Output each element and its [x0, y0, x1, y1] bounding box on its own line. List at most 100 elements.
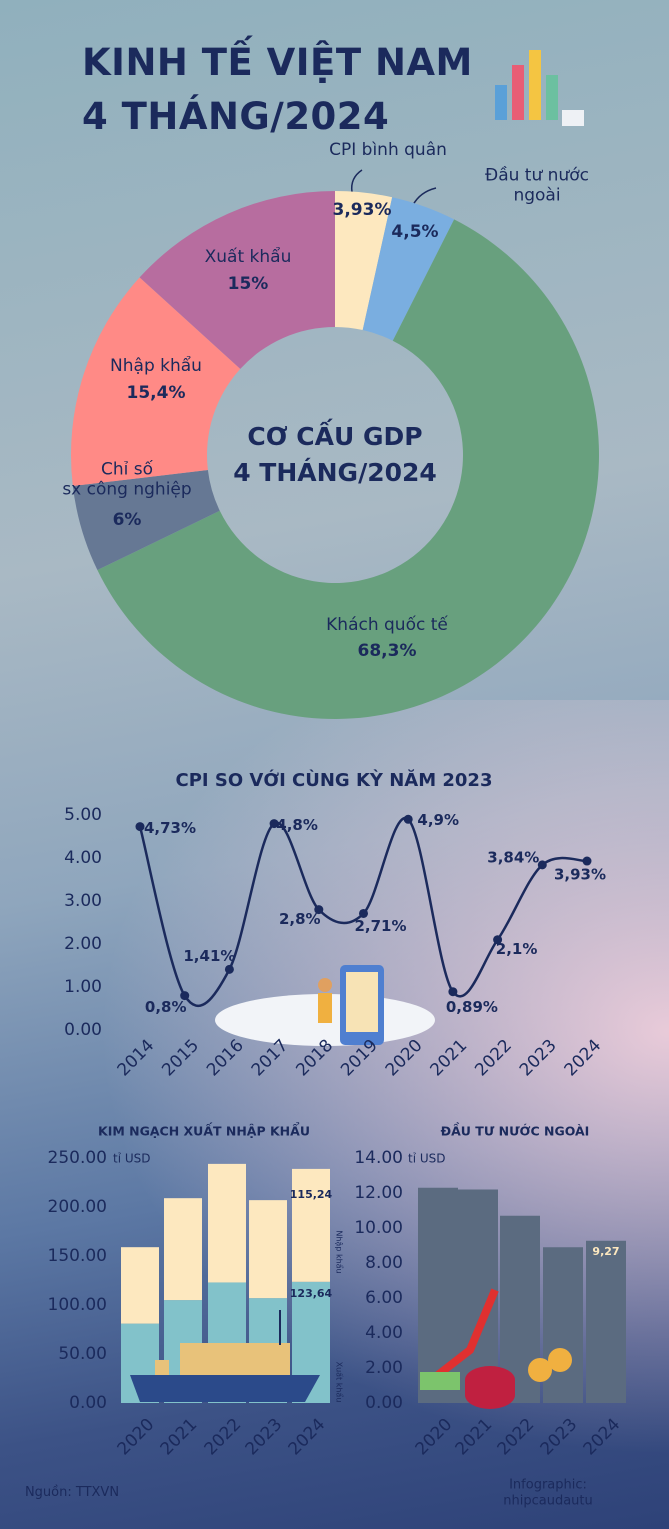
page-title: KINH TẾ VIỆT NAM 4 THÁNG/2024: [82, 41, 473, 138]
value-label: 0,89%: [446, 998, 498, 1016]
point: [448, 987, 458, 997]
illustration: [215, 965, 435, 1046]
y-tick-label: 2.00: [64, 934, 102, 954]
y-tick-label: 6.00: [365, 1288, 403, 1308]
illustration-screen: [346, 972, 378, 1032]
icon-bar: [546, 75, 558, 120]
coin: [528, 1358, 552, 1382]
y-unit: tỉ USD: [113, 1152, 151, 1166]
chart-title: CPI SO VỚI CÙNG KỲ NĂM 2023: [176, 769, 493, 791]
y-tick-label: 0.00: [64, 1020, 102, 1040]
chart-title: ĐẦU TƯ NƯỚC NGOÀI: [441, 1122, 590, 1139]
x-tick-label: 2015: [158, 1036, 203, 1081]
slice-value: 6%: [112, 509, 142, 530]
slice-value: 68,3%: [357, 640, 417, 661]
value-label: 2,8%: [279, 910, 321, 928]
y-tick-label: 50.00: [58, 1344, 107, 1364]
point: [135, 822, 145, 832]
slice-name: Đầu tư nước ngoài: [485, 165, 589, 206]
x-tick-label: 2024: [285, 1415, 330, 1460]
y-tick-label: 10.00: [354, 1218, 403, 1238]
value-label: 2,71%: [354, 917, 406, 935]
value-label: 115,24: [290, 1188, 333, 1201]
donut-slice: [97, 219, 599, 719]
point: [403, 814, 413, 824]
arrow: [350, 169, 363, 193]
point: [180, 991, 190, 1001]
x-tick-label: 2020: [412, 1415, 457, 1460]
finance-illustration: [420, 1288, 572, 1409]
y-tick-label: 5.00: [64, 805, 102, 825]
x-tick-label: 2022: [494, 1415, 539, 1460]
x-tick-label: 2014: [114, 1036, 159, 1081]
slice-value: 4,5%: [391, 221, 439, 242]
bar: [543, 1247, 583, 1403]
donut-slice: [139, 191, 335, 369]
x-tick-label: 2022: [201, 1415, 246, 1460]
y-tick-label: 0.00: [365, 1393, 403, 1413]
legend-label: Nhập khẩu: [334, 1230, 345, 1273]
donut-slice: [335, 191, 393, 331]
value-label: 2,1%: [496, 940, 538, 958]
icon-paper: [562, 110, 584, 126]
slice-value: 15%: [227, 273, 269, 294]
bar: [586, 1240, 626, 1403]
legend-label: Xuất khẩu: [335, 1362, 345, 1403]
value-label: 3,93%: [554, 866, 606, 884]
x-tick-label: 2020: [114, 1415, 159, 1460]
point: [224, 964, 234, 974]
ship-cargo: [155, 1360, 169, 1375]
bar-segment: [121, 1247, 159, 1324]
x-tick-label: 2021: [157, 1415, 202, 1460]
donut-slice: [362, 197, 455, 341]
slice-name: Nhập khẩu: [110, 355, 202, 376]
point: [314, 905, 324, 915]
bar-segment: [292, 1168, 330, 1282]
pie-icon: [465, 1366, 515, 1409]
illustration-person: [318, 993, 332, 1023]
y-tick-label: 8.00: [365, 1253, 403, 1273]
ship-illustration: [130, 1310, 320, 1402]
x-tick-label: 2023: [537, 1415, 582, 1460]
value-label: 0,8%: [145, 998, 187, 1016]
point: [493, 935, 503, 945]
slice-name: CPI bình quân: [329, 139, 447, 160]
x-tick-label: 2016: [203, 1036, 248, 1081]
y-tick-label: 200.00: [48, 1197, 107, 1217]
y-tick-label: 4.00: [365, 1323, 403, 1343]
coin: [548, 1348, 572, 1372]
value-label: 123,64: [290, 1287, 333, 1300]
point: [582, 856, 592, 866]
y-tick-label: 2.00: [365, 1358, 403, 1378]
y-tick-label: 14.00: [354, 1148, 403, 1168]
icon-bar: [529, 50, 541, 120]
y-tick-label: 0.00: [69, 1393, 107, 1413]
point: [359, 908, 368, 918]
slice-value: 15,4%: [126, 382, 186, 403]
y-tick-label: 12.00: [354, 1183, 403, 1203]
bar-segment: [249, 1200, 287, 1299]
ship-hull: [130, 1375, 320, 1402]
bar-segment: [164, 1198, 202, 1301]
icon-bar: [495, 85, 507, 120]
donut-slice: [71, 277, 241, 486]
bar-segment: [208, 1163, 246, 1283]
slice-value: 3,93%: [332, 199, 392, 220]
chart-title: KIM NGẠCH XUẤT NHẬP KHẨU: [98, 1122, 310, 1139]
y-unit: tỉ USD: [408, 1152, 446, 1166]
y-tick-label: 250.00: [48, 1148, 107, 1168]
value-label: 1,41%: [183, 947, 235, 965]
value-label: 3,84%: [487, 848, 539, 866]
illustration-person: [318, 978, 332, 992]
arrow: [412, 187, 437, 206]
value-label: 4,8%: [276, 816, 318, 834]
money: [420, 1372, 460, 1390]
y-tick-label: 150.00: [48, 1246, 107, 1266]
x-tick-label: 2022: [471, 1036, 516, 1081]
x-tick-label: 2023: [516, 1036, 561, 1081]
y-tick-label: 3.00: [64, 891, 102, 911]
icon-bar: [512, 65, 524, 120]
x-tick-label: 2021: [427, 1036, 472, 1081]
x-tick-label: 2020: [382, 1036, 427, 1081]
